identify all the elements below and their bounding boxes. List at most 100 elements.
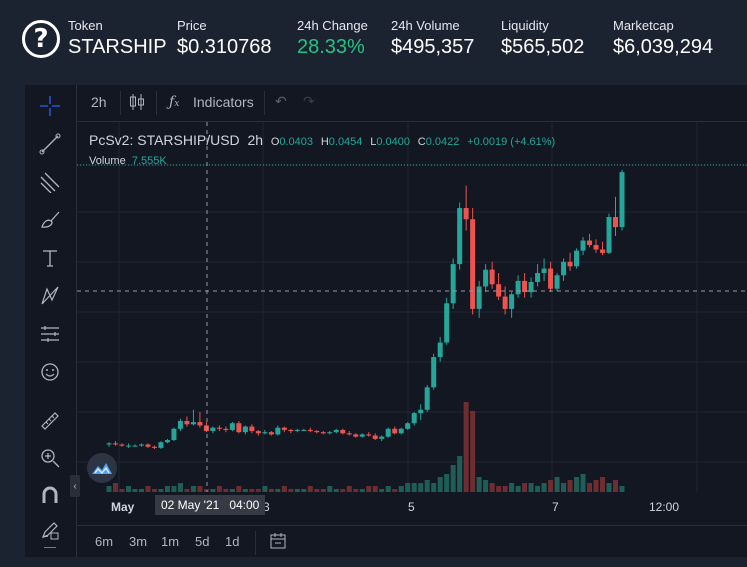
volume-bar [385,486,391,492]
volume-bar [151,489,157,492]
candle-body [307,429,313,432]
trash-icon[interactable] [37,547,63,557]
candles-icon[interactable] [127,92,147,115]
candle-body [522,280,528,293]
candle-body [502,296,508,309]
candle-body [535,273,541,282]
volume-bar [476,477,482,492]
candle-body [606,217,612,253]
volume-bar [567,480,573,492]
candle-body [431,357,437,388]
candle-body [496,284,502,297]
volume-bar [353,489,359,492]
zoom-in-icon[interactable] [37,445,63,471]
volume-bar [119,489,125,492]
goto-date-icon[interactable] [269,532,287,553]
volume-bar [327,486,333,492]
candle-body [151,446,157,448]
candle-body [418,409,424,414]
magnet-icon[interactable] [37,482,63,508]
crosshair-time-label: 02 May '21 04:00 [155,495,266,515]
trendline-icon[interactable] [37,131,63,157]
range-button[interactable]: 1m [161,534,180,549]
volume-stat: 24h Volume $495,357 [391,18,474,59]
drawing-toolbar [25,85,77,557]
volume-bar [437,477,443,492]
volume-bar [372,486,378,492]
candle-body [242,426,248,433]
candle-body [411,413,417,424]
volume-bar [307,486,313,492]
legend-close: 0.0422 [425,136,460,148]
fib-icon[interactable] [37,169,63,195]
volume-bar [496,486,502,492]
pattern-icon[interactable] [37,283,63,309]
volume-bar [613,480,619,492]
candle-body [450,264,456,304]
volume-bar [132,489,138,492]
lock-pencil-icon[interactable] [37,517,63,543]
volume-bar [587,483,593,492]
liquidity-stat: Liquidity $565,502 [501,18,584,59]
candle-body [457,208,463,265]
volume-legend: Volume 7.555K [89,155,167,167]
candle-body [489,269,495,285]
candle-body [223,428,229,430]
interval-button[interactable]: 2h [91,94,107,110]
projection-icon[interactable] [37,321,63,347]
volume-bar [268,489,274,492]
time-axis[interactable]: May 3 5 7 12:00 02 May '21 04:00 [77,493,747,521]
volume-bar [444,474,450,492]
range-button[interactable]: 5d [195,534,210,549]
range-button[interactable]: 6m [95,534,114,549]
collapse-toolbar-button[interactable]: ‹ [70,475,80,497]
volume-bar [359,489,365,492]
candle-body [405,423,411,429]
chart-legend: PcSv2: STARSHIP/USD 2h O0.0403 H0.0454 L… [89,132,555,148]
volume-bar [548,480,554,492]
volume-bar [210,489,216,492]
legend-close-label: C [417,136,426,148]
range-button[interactable]: 1d [225,534,240,549]
volume-bar [411,483,417,492]
volume-bar [600,477,606,492]
redo-icon[interactable]: ↷ [303,94,315,110]
legend-high-label: H [320,136,329,148]
volume-bar [112,483,118,492]
volume-bar [242,489,248,492]
ruler-icon[interactable] [37,408,63,434]
volume-bar [502,486,508,492]
volume-bar [125,486,131,492]
volume-bar [509,483,515,492]
candle-body [561,261,567,276]
volume-bar [431,483,437,492]
candlestick-chart[interactable] [77,122,747,492]
candle-body [528,282,534,293]
token-label: Token [68,18,103,33]
indicators-button[interactable]: Indicators [193,94,254,110]
undo-icon[interactable]: ↶ [275,94,287,110]
token-value: STARSHIP [68,36,167,58]
indicators-icon[interactable]: ƒx [169,94,180,110]
range-button[interactable]: 3m [129,534,148,549]
volume-bar [203,489,209,492]
volume-bar [450,465,456,492]
volume-bar [314,489,320,492]
candle-body [255,431,261,434]
brush-icon[interactable] [37,207,63,233]
time-tick: 5 [408,500,415,514]
candle-body [184,420,190,425]
text-icon[interactable] [37,245,63,271]
legend-low-label: L [370,136,377,148]
change-stat: 24h Change 28.33% [297,18,368,59]
legend-open-label: O [270,136,280,148]
price-plot[interactable]: PcSv2: STARSHIP/USD 2h O0.0403 H0.0454 L… [77,122,747,492]
legend-low: 0.0400 [376,136,410,148]
candle-body [327,432,333,434]
candle-body [619,172,625,228]
brand-logo-icon[interactable] [87,453,117,483]
crosshair-icon[interactable] [37,93,63,119]
emoji-icon[interactable] [37,359,63,385]
volume-bar [379,489,385,492]
candle-body [236,423,242,433]
